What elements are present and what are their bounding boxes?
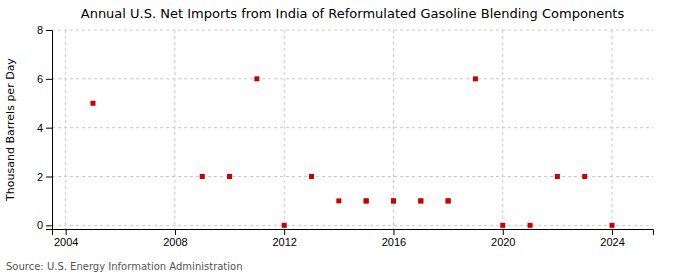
y-axis: 0 2 4 6 8	[37, 24, 53, 231]
tick: 2016	[382, 229, 406, 248]
grid-line	[65, 30, 66, 229]
tick-label: 6	[37, 73, 43, 85]
point	[418, 198, 423, 203]
tick: 2004	[54, 229, 78, 248]
tick-label: 2012	[272, 236, 296, 248]
point	[500, 223, 505, 228]
tick-mark	[284, 229, 285, 235]
tick-label: 8	[37, 24, 43, 36]
tick: 2012	[272, 229, 296, 248]
tick: 2024	[600, 229, 624, 248]
point	[528, 223, 533, 228]
point	[90, 101, 95, 106]
points	[90, 76, 614, 228]
axis-line	[46, 31, 53, 230]
tick-label: 2004	[54, 236, 78, 248]
tick-mark	[612, 229, 613, 235]
tick-mark	[46, 30, 52, 31]
grid-line	[284, 30, 285, 229]
tick: 2	[37, 171, 52, 183]
grid-line	[52, 30, 653, 31]
grid-line	[52, 176, 653, 177]
point	[555, 174, 560, 179]
tick: 2020	[491, 229, 515, 248]
tick-mark	[66, 229, 67, 235]
point	[391, 198, 396, 203]
axis-line	[53, 230, 654, 236]
grid-line	[52, 127, 653, 128]
tick-mark	[46, 177, 52, 178]
source-note: Source: U.S. Energy Information Administ…	[6, 261, 243, 272]
x-axis: 2004 2008 2012 2016 2020 2024	[53, 229, 654, 248]
chart: 2004 2008 2012 2016 2020 2024 0 2 4 6 8 Annual U.S.…	[0, 0, 675, 275]
tick-mark	[46, 225, 52, 226]
point	[446, 198, 451, 203]
point	[473, 76, 478, 81]
tick-label: 2008	[163, 236, 187, 248]
tick: 0	[37, 219, 52, 231]
point	[610, 223, 615, 228]
point	[254, 76, 259, 81]
tick-mark	[503, 229, 504, 235]
tick: 2008	[163, 229, 187, 248]
tick-label: 2	[37, 171, 43, 183]
tick-mark	[393, 229, 394, 235]
point	[282, 223, 287, 228]
tick-label: 0	[37, 219, 43, 231]
y-axis-title: Thousand Barrels per Day	[4, 58, 17, 202]
point	[364, 198, 369, 203]
tick-mark	[46, 128, 52, 129]
grid	[52, 30, 653, 229]
tick-label: 2016	[382, 236, 406, 248]
grid-line	[502, 30, 503, 229]
point	[309, 174, 314, 179]
tick-label: 4	[37, 122, 43, 134]
point	[336, 198, 341, 203]
point	[582, 174, 587, 179]
point	[418, 198, 423, 203]
point	[446, 198, 451, 203]
tick: 8	[37, 24, 52, 36]
tick-label: 2024	[600, 236, 624, 248]
point	[364, 198, 369, 203]
point	[391, 198, 396, 203]
tick-mark	[175, 229, 176, 235]
grid-line	[612, 30, 613, 229]
point	[227, 174, 232, 179]
point	[200, 174, 205, 179]
grid-line	[52, 225, 653, 226]
plot: 2004 2008 2012 2016 2020 2024 0 2 4 6 8	[37, 24, 654, 248]
grid-line	[52, 78, 653, 79]
tick: 4	[37, 122, 52, 134]
title: Annual U.S. Net Imports from India of Re…	[81, 6, 625, 21]
tick-label: 2020	[491, 236, 515, 248]
tick: 6	[37, 73, 52, 85]
tick-mark	[46, 79, 52, 80]
grid-line	[174, 30, 175, 229]
